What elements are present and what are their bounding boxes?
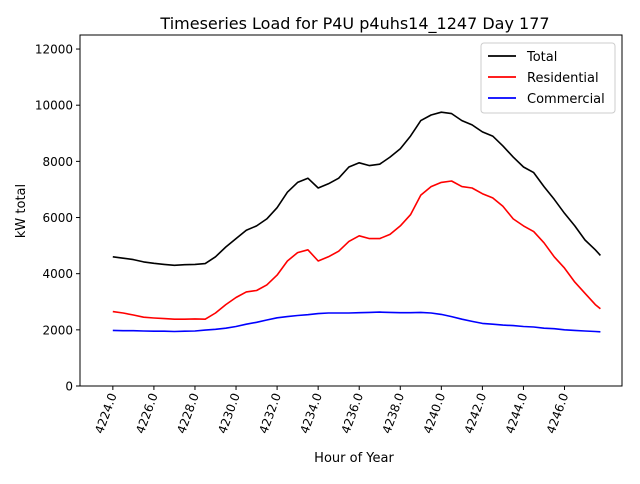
x-tick-label: 4230.0 [215,391,243,435]
x-tick-label: 4228.0 [174,391,202,435]
x-tick-label: 4224.0 [92,391,120,435]
y-tick-label: 6000 [42,211,73,225]
y-tick-label: 2000 [42,323,73,337]
x-tick-label: 4232.0 [256,391,284,435]
x-tick-label: 4236.0 [339,391,367,435]
y-axis: 0 2000 4000 6000 8000 10000 12000 [35,43,80,394]
legend-label: Residential [527,71,599,86]
legend-label: Commercial [527,92,605,107]
x-tick-label: 4234.0 [297,391,325,435]
x-axis: 4224.0 4226.0 4228.0 4230.0 4232.0 4234.0 4236… [92,386,571,435]
legend: Total Residential Commercial [480,42,616,114]
y-tick-label: 12000 [35,43,73,57]
series-line-commercial [112,311,601,333]
plot-frame [79,34,623,387]
series-line-residential [112,180,601,321]
y-tick-label: 8000 [42,155,73,169]
legend-label: Total [526,50,557,65]
x-tick-label: 4244.0 [503,391,531,435]
x-tick-label: 4246.0 [544,391,572,435]
x-tick-label: 4238.0 [380,391,408,435]
legend-box [480,42,616,114]
series-line-total [112,111,601,267]
y-tick-label: 0 [65,380,73,394]
series-layer [112,111,601,333]
y-tick-label: 4000 [42,267,73,281]
x-tick-label: 4242.0 [462,391,490,435]
y-axis-label: kW total [14,184,29,238]
x-tick-label: 4240.0 [421,391,449,435]
chart-title: Timeseries Load for P4U p4uhs14_1247 Day… [159,14,549,34]
x-axis-label: Hour of Year [314,451,394,466]
x-tick-label: 4226.0 [133,391,161,435]
y-tick-label: 10000 [35,99,73,113]
